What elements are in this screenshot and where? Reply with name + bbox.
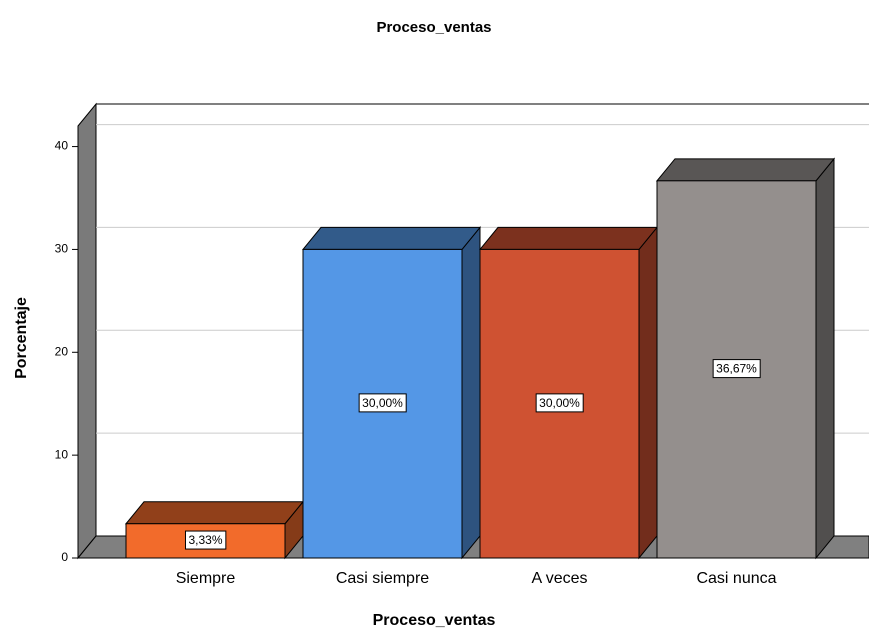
x-tick-label: Casi nunca [696, 570, 776, 587]
value-label: 3,33% [188, 533, 222, 547]
y-tick-label: 10 [55, 447, 69, 461]
y-axis-title: Porcentaje [13, 297, 30, 379]
x-axis-title: Proceso_ventas [373, 612, 496, 629]
bar-side [638, 226, 658, 560]
bar-top [655, 158, 836, 182]
chart-title: Proceso_ventas [376, 19, 491, 36]
value-label: 36,67% [716, 362, 757, 376]
value-label-box [184, 530, 227, 550]
bar-top [124, 501, 305, 525]
bar-side [815, 157, 835, 560]
x-tick-label: Casi siempre [336, 570, 429, 587]
y-tick-label: 20 [55, 344, 69, 358]
y-tick-label: 30 [55, 242, 69, 256]
value-label: 30,00% [539, 396, 580, 410]
value-label-box [712, 359, 761, 379]
value-label-box [358, 393, 407, 413]
left-wall [77, 102, 97, 560]
value-label: 30,00% [362, 396, 403, 410]
y-tick-label: 40 [55, 139, 69, 153]
bar-top [301, 226, 482, 250]
y-tick-label: 0 [61, 550, 68, 564]
value-label-box [535, 393, 584, 413]
bar-side [461, 226, 481, 560]
bar-top [478, 226, 659, 250]
x-tick-label: A veces [531, 570, 587, 587]
x-tick-label: Siempre [176, 570, 236, 587]
